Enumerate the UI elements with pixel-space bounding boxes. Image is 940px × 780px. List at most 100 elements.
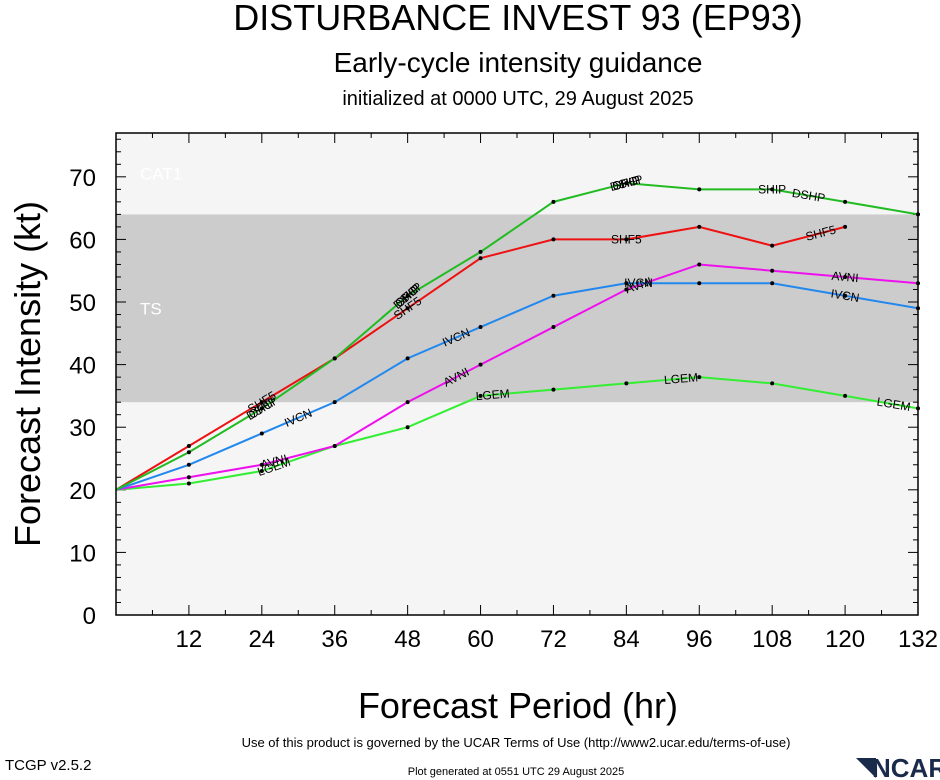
x-tick-label: 96 [686,626,713,653]
point-dshp [770,187,775,192]
point-avni [186,475,191,480]
point-lgem [186,481,191,486]
band-label-ts: TS [140,299,162,318]
point-lgem [624,381,629,386]
point-dshp [186,450,191,455]
x-tick-label: 132 [898,626,938,653]
point-avni [478,362,483,367]
x-tick-label: 36 [321,626,348,653]
axis-ticks: 12 24 36 48 60 72 84 96 108 120 132 0 10 20 30 40 50 60 70 [69,133,938,653]
y-tick-label: 30 [69,415,96,442]
series-label-dshp: DSHP [791,186,826,205]
point-lgem [259,469,264,474]
point-ivcn [624,281,629,286]
band-ts [116,214,918,403]
series-label-lgem: LGEM [475,386,510,403]
point-shf5 [843,224,848,229]
x-tick-label: 48 [394,626,421,653]
point-lgem [405,425,410,430]
point-shf5 [186,443,191,448]
y-tick-label: 10 [69,540,96,567]
series-label-ivcn: IVCN [624,276,653,290]
point-avni [259,462,264,467]
intensity-bands: TS CAT1 [116,133,918,403]
series-label-ivcn: IVCN [830,286,861,305]
series-line-dshp [115,182,919,491]
point-lgem [478,393,483,398]
x-tick-label: 72 [540,626,567,653]
point-avni [405,400,410,405]
point-ivcn [843,293,848,298]
point-lgem [770,381,775,386]
series-line-lgem [115,376,919,491]
ncar-logo-text: NCAR [872,753,940,780]
series-label-avni: AVNI [259,451,289,471]
point-ivcn [405,356,410,361]
series-label-lgem: LGEM [876,394,912,414]
chart-title: DISTURBANCE INVEST 93 (EP93) [233,0,803,38]
point-ivcn [259,431,264,436]
point-ivcn [697,281,702,286]
generated-time: Plot generated at 0551 UTC 29 August 202… [408,766,625,778]
point-ivcn [186,462,191,467]
y-axis-label: Forecast Intensity (kt) [7,201,48,547]
point-lgem [697,375,702,380]
y-tick-label: 0 [83,603,96,630]
series-label-ofci: OFCI [611,173,642,194]
x-axis-label: Forecast Period (hr) [358,685,678,726]
ncar-logo: NCAR [856,753,940,780]
x-tick-label: 60 [467,626,494,653]
point-shf5 [697,224,702,229]
point-shf5 [551,237,556,242]
y-tick-label: 20 [69,478,96,505]
series-line-ivcn [115,282,919,491]
point-dshp [478,249,483,254]
x-tick-label: 12 [176,626,203,653]
y-tick-label: 50 [69,290,96,317]
point-dshp [259,406,264,411]
point-ivcn [770,281,775,286]
series-label-ship: SHIP [758,182,786,196]
point-dshp [332,356,337,361]
point-avni [843,274,848,279]
band-label-cat1: CAT1 [140,165,182,184]
series-label-lgem: LGEM [664,370,699,387]
point-shf5 [770,243,775,248]
point-shf5 [478,256,483,261]
point-dshp [624,181,629,186]
point-dshp [843,199,848,204]
chart-subtitle: Early-cycle intensity guidance [334,47,703,78]
x-tick-label: 24 [248,626,275,653]
point-ivcn [551,293,556,298]
series-label-shf5: SHF5 [611,232,642,246]
point-avni [770,268,775,273]
ncar-logo-mark [856,758,876,778]
y-tick-label: 40 [69,353,96,380]
point-avni [624,287,629,292]
point-ivcn [478,325,483,330]
point-lgem [843,393,848,398]
point-dshp [697,187,702,192]
terms-of-use[interactable]: Use of this product is governed by the U… [242,735,791,750]
series-label-avni: AVNI [831,269,859,285]
version-label: TCGP v2.5.2 [5,757,91,774]
series-lines [115,181,920,491]
y-tick-label: 60 [69,227,96,254]
band-cat1 [116,133,918,215]
x-tick-label: 108 [752,626,792,653]
point-avni [332,443,337,448]
point-dshp [405,293,410,298]
series-line-avni [115,263,919,491]
point-ivcn [332,400,337,405]
point-shf5 [259,400,264,405]
y-tick-label: 70 [69,165,96,192]
x-tick-label: 84 [613,626,640,653]
series-label-ship: SHIP [611,173,642,194]
point-avni [551,325,556,330]
x-tick-label: 120 [825,626,865,653]
point-avni [697,262,702,267]
point-shf5 [405,306,410,311]
point-shf5 [624,237,629,242]
point-lgem [551,387,556,392]
point-dshp [551,199,556,204]
